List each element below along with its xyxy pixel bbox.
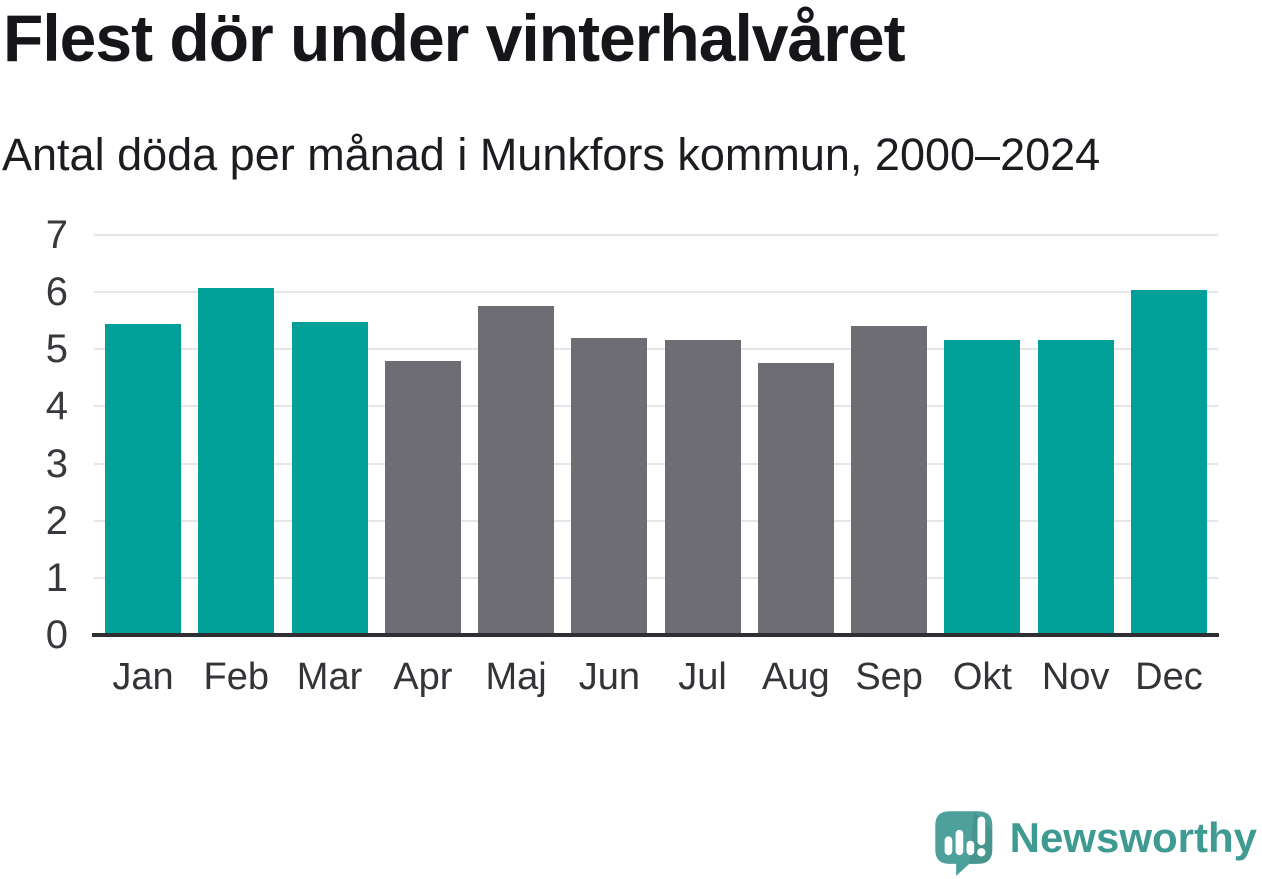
bar-glyph-2 xyxy=(955,829,963,856)
bar-glyph-1 xyxy=(944,836,952,856)
x-tick-label-jun: Jun xyxy=(578,656,640,698)
gridline-4 xyxy=(94,405,1218,408)
gridline-5 xyxy=(94,348,1218,351)
y-tick-label-4: 4 xyxy=(45,384,68,429)
x-tick-label-jan: Jan xyxy=(112,656,174,698)
bar-mar xyxy=(291,321,368,635)
bar-apr xyxy=(384,360,461,635)
bar-glyph-3 xyxy=(966,840,974,856)
y-tick-label-2: 2 xyxy=(45,498,68,543)
exclamation-dot-glyph xyxy=(976,848,986,857)
bars-container xyxy=(94,235,1218,635)
y-tick-label-1: 1 xyxy=(45,555,68,600)
bar-okt xyxy=(944,340,1021,635)
newsworthy-logo-text: Newsworthy xyxy=(1009,814,1257,861)
newsworthy-logo: Newsworthy xyxy=(933,809,1257,877)
gridline-2 xyxy=(94,519,1218,522)
x-tick-label-feb: Feb xyxy=(203,656,269,698)
x-tick-label-apr: Apr xyxy=(393,656,453,698)
x-tick-label-nov: Nov xyxy=(1041,656,1110,698)
newsworthy-speech-bubble-bar-chart-icon xyxy=(934,811,992,876)
bar-aug xyxy=(757,363,834,635)
x-tick-label-dec: Dec xyxy=(1135,656,1203,698)
x-tick-label-mar: Mar xyxy=(296,656,363,698)
x-tick-label-okt: Okt xyxy=(952,656,1012,698)
x-tick-label-jul: Jul xyxy=(678,656,727,698)
y-axis: 0 1 2 3 4 5 6 7 xyxy=(0,215,76,655)
chart-title: Flest dör under vinterhalvåret xyxy=(3,1,906,75)
bar-maj xyxy=(478,305,555,635)
bar-jan xyxy=(105,324,181,635)
x-axis: Jan Feb Mar Apr Maj Jun Jul Aug Sep Okt Nov Dec xyxy=(94,653,1218,701)
y-tick-label-6: 6 xyxy=(45,270,68,315)
bar-dec xyxy=(1130,289,1207,635)
y-tick-label-7: 7 xyxy=(45,213,68,257)
chart-subtitle: Antal döda per månad i Munkfors kommun, … xyxy=(2,129,1101,180)
gridline-6 xyxy=(94,291,1218,294)
bar-jun xyxy=(571,337,648,635)
plot-area xyxy=(92,234,1219,637)
y-tick-label-0: 0 xyxy=(45,613,68,657)
x-tick-label-sep: Sep xyxy=(855,656,923,698)
x-tick-label-maj: Maj xyxy=(485,656,547,698)
x-axis-baseline xyxy=(92,633,1219,637)
bar-feb xyxy=(198,287,275,635)
bar-nov xyxy=(1037,340,1114,635)
bar-jul xyxy=(664,340,741,635)
gridline-1 xyxy=(94,576,1218,579)
y-tick-label-3: 3 xyxy=(45,441,68,486)
bar-sep xyxy=(851,326,928,635)
gridline-3 xyxy=(94,462,1218,465)
y-tick-label-5: 5 xyxy=(45,327,68,372)
gridline-7 xyxy=(94,234,1218,236)
x-tick-label-aug: Aug xyxy=(762,656,830,698)
exclamation-stem-glyph xyxy=(977,816,985,846)
